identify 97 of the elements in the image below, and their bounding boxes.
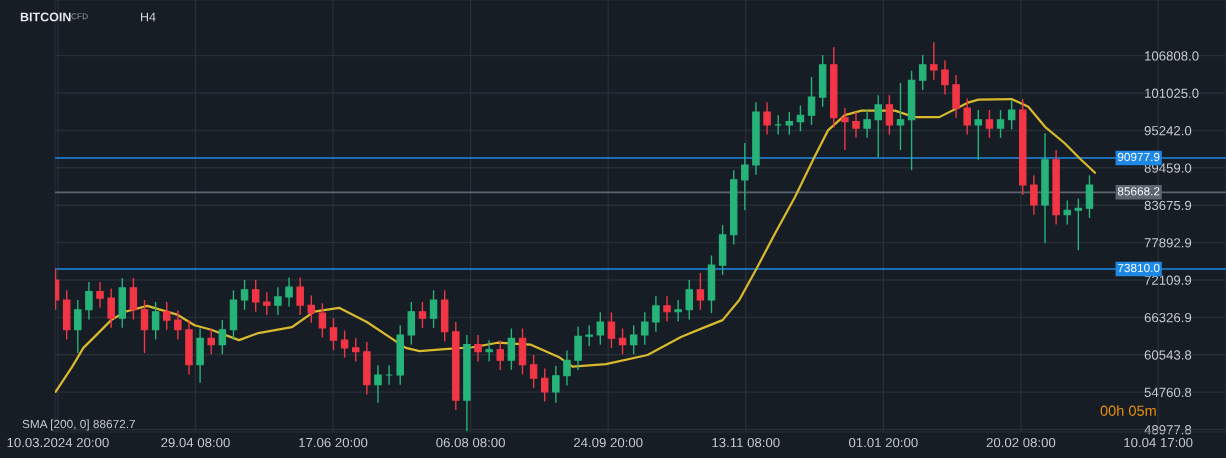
x-tick-label: 10.03.2024 20:00 [7,437,109,448]
candlestick [629,324,638,356]
candlestick [585,324,593,347]
candlestick [974,109,983,161]
candlestick [263,291,271,316]
y-tick-label: 48977.8 [1144,425,1192,435]
candlestick [418,301,427,329]
candlestick [374,364,382,404]
candlestick [996,109,1005,139]
candlestick [407,301,416,346]
candlestick [162,301,171,331]
candlestick [885,94,894,136]
candlestick [852,111,860,139]
candlestick [574,325,582,371]
candlestick [285,276,293,308]
y-tick-label: 106808.0 [1145,51,1199,61]
candlestick [474,334,482,363]
candlestick [496,339,505,371]
candlestick [930,41,938,81]
candlestick [952,74,960,119]
candlestick [607,311,616,349]
candlestick [296,276,304,316]
ref-line-label: 85668.2 [1117,187,1160,196]
candlestick [963,97,971,136]
x-tick-label: 29.04 08:00 [161,437,230,448]
x-tick-label: 17.06 20:00 [299,437,368,448]
candlestick [941,59,949,96]
candlestick [240,279,249,311]
candlestick [140,299,149,354]
candlestick [1063,199,1071,226]
candlestick [340,329,349,359]
candlestick [1030,174,1038,216]
candlestick [1074,197,1083,251]
y-tick-label: 101025.0 [1145,88,1199,98]
candlestick [351,337,360,363]
candlestick [251,279,260,313]
candlestick [96,281,104,309]
candlestick [641,311,649,346]
candlestick [563,349,571,387]
candlestick [307,294,316,324]
candlestick [918,54,927,91]
candlestick [807,76,816,126]
candlestick [429,289,438,329]
candlestick [74,299,82,354]
text: CFD [71,13,88,20]
annotation: SMA [200, 0] 88672.7 [22,419,135,431]
candlestick [985,109,994,139]
x-tick-label: 10.04 17:00 [1124,437,1193,448]
text: BITCOIN [20,12,71,22]
candlestick [741,142,749,211]
y-tick-label: 66326.9 [1144,312,1192,323]
candlestick [274,286,282,316]
candlestick [129,277,138,321]
y-tick-label: 72109.9 [1144,275,1192,285]
candlestick [507,327,516,371]
x-tick-label: 20.02 08:00 [986,437,1056,448]
candlestick [540,367,549,403]
candlestick [85,281,93,321]
candlestick [151,301,160,341]
candlestick [696,272,705,311]
candlestick [529,354,538,389]
x-tick-label: 24.09 20:00 [574,437,643,448]
candlestick [207,327,215,356]
candlestick [841,107,849,151]
y-tick-label: 95242.0 [1144,126,1192,136]
candlestick [652,295,660,333]
candlestick [763,101,771,136]
candlestick [1007,99,1016,131]
annotation: 00h 05m [1100,405,1156,416]
ref-line-label: 73810.0 [1117,263,1160,273]
x-tick-label: 06.08 08:00 [436,437,505,448]
candlestick [485,339,493,363]
annotation: H4 [141,12,156,22]
candlestick [329,317,338,351]
candlestick [318,302,327,339]
candlestick [896,82,905,151]
candlestick [874,94,882,158]
x-tick-label: 01.01 20:00 [849,437,918,448]
candlestick [218,319,227,356]
candlestick [596,311,605,346]
candlestick [107,287,115,329]
y-tick-label: 60543.8 [1144,350,1192,360]
candlestick [1085,174,1094,219]
candlestick [552,365,560,404]
y-tick-label: 89459.0 [1144,163,1192,173]
candlestick [174,309,182,341]
candlestick [785,111,794,136]
y-tick-label: 54760.8 [1144,387,1192,398]
x-tick-label: 13.11 08:00 [712,437,780,448]
candlestick [663,295,671,323]
ref-line-label: 90977.9 [1117,152,1160,162]
candlestick [685,279,694,321]
line-series [55,97,1097,393]
y-tick-label: 83675.9 [1144,200,1192,211]
y-tick-label: 77892.9 [1144,238,1192,248]
candlestick [863,109,871,139]
candlestick [674,299,682,323]
